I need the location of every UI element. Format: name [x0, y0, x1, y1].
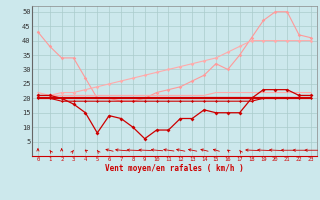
X-axis label: Vent moyen/en rafales ( km/h ): Vent moyen/en rafales ( km/h ): [105, 164, 244, 173]
